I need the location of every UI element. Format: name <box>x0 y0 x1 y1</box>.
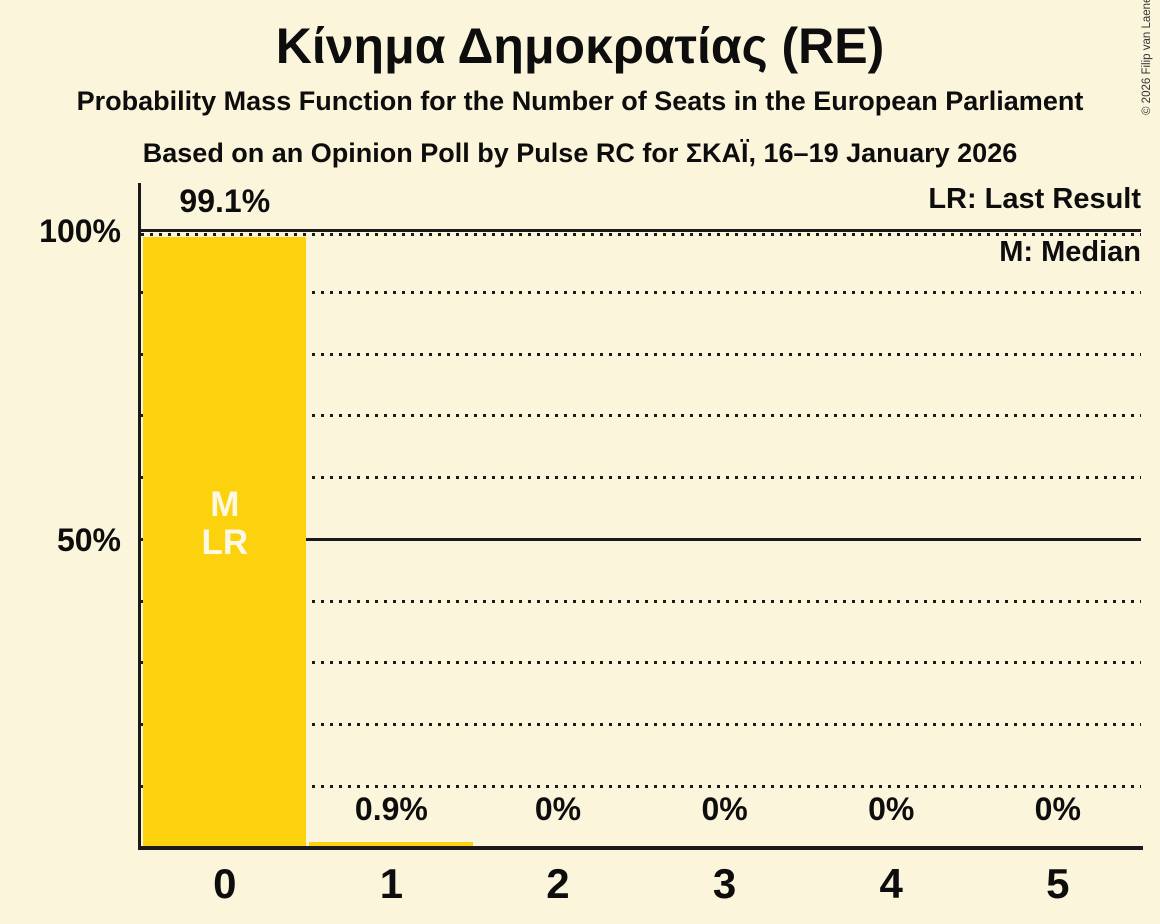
value-label: 0% <box>534 791 582 827</box>
gridline-40 <box>141 600 1141 603</box>
y-tick-50: 50% <box>56 522 121 558</box>
x-tick-5: 5 <box>1046 860 1070 907</box>
bar-slot-5: 0% <box>975 180 1142 848</box>
legend-last-result: LR: Last Result <box>928 183 1141 215</box>
x-axis-line <box>138 846 1143 850</box>
gridline-90 <box>141 291 1141 294</box>
chart-source-line: Based on an Opinion Poll by Pulse RC for… <box>142 138 1018 168</box>
copyright-notice: © 2026 Filip van Laenen <box>1141 0 1153 115</box>
y-tick-100: 100% <box>39 213 121 249</box>
last-result-marker: LR <box>201 523 249 562</box>
median-last-result-annotation: M LR <box>142 486 309 562</box>
value-label: 0.9% <box>354 791 428 827</box>
chart-title: Κίνημα Δημοκρατίας (RE) <box>275 18 885 74</box>
chart-subtitle: Probability Mass Function for the Number… <box>76 86 1084 116</box>
x-tick-2: 2 <box>546 860 570 907</box>
gridline-100-dotted <box>141 233 1141 236</box>
median-marker: M <box>210 485 240 524</box>
gridline-70 <box>141 414 1141 417</box>
gridline-80 <box>141 353 1141 356</box>
value-label: 0% <box>868 791 915 827</box>
gridline-60 <box>141 476 1141 479</box>
bar-slot-0: 99.1% M LR <box>142 180 309 848</box>
gridline-10 <box>141 785 1141 788</box>
value-label: 0% <box>701 791 748 827</box>
value-label: 99.1% <box>179 183 271 219</box>
bar-slot-4: 0% <box>808 180 975 848</box>
gridline-50-solid <box>141 538 1141 541</box>
bar-slot-3: 0% <box>641 180 808 848</box>
y-axis-line <box>138 183 141 850</box>
legend-median: M: Median <box>999 236 1141 268</box>
x-tick-0: 0 <box>213 860 237 907</box>
bar-slot-2: 0% <box>475 180 642 848</box>
x-tick-3: 3 <box>712 860 737 907</box>
bar <box>142 236 307 848</box>
gridline-30 <box>141 661 1141 664</box>
value-label: 0% <box>1034 791 1081 827</box>
x-tick-4: 4 <box>879 860 903 907</box>
gridline-20 <box>141 723 1141 726</box>
x-tick-1: 1 <box>379 860 404 907</box>
bar-slot-1: 0.9% <box>308 180 475 848</box>
gridline-100-solid <box>141 229 1141 232</box>
bar <box>309 842 473 848</box>
